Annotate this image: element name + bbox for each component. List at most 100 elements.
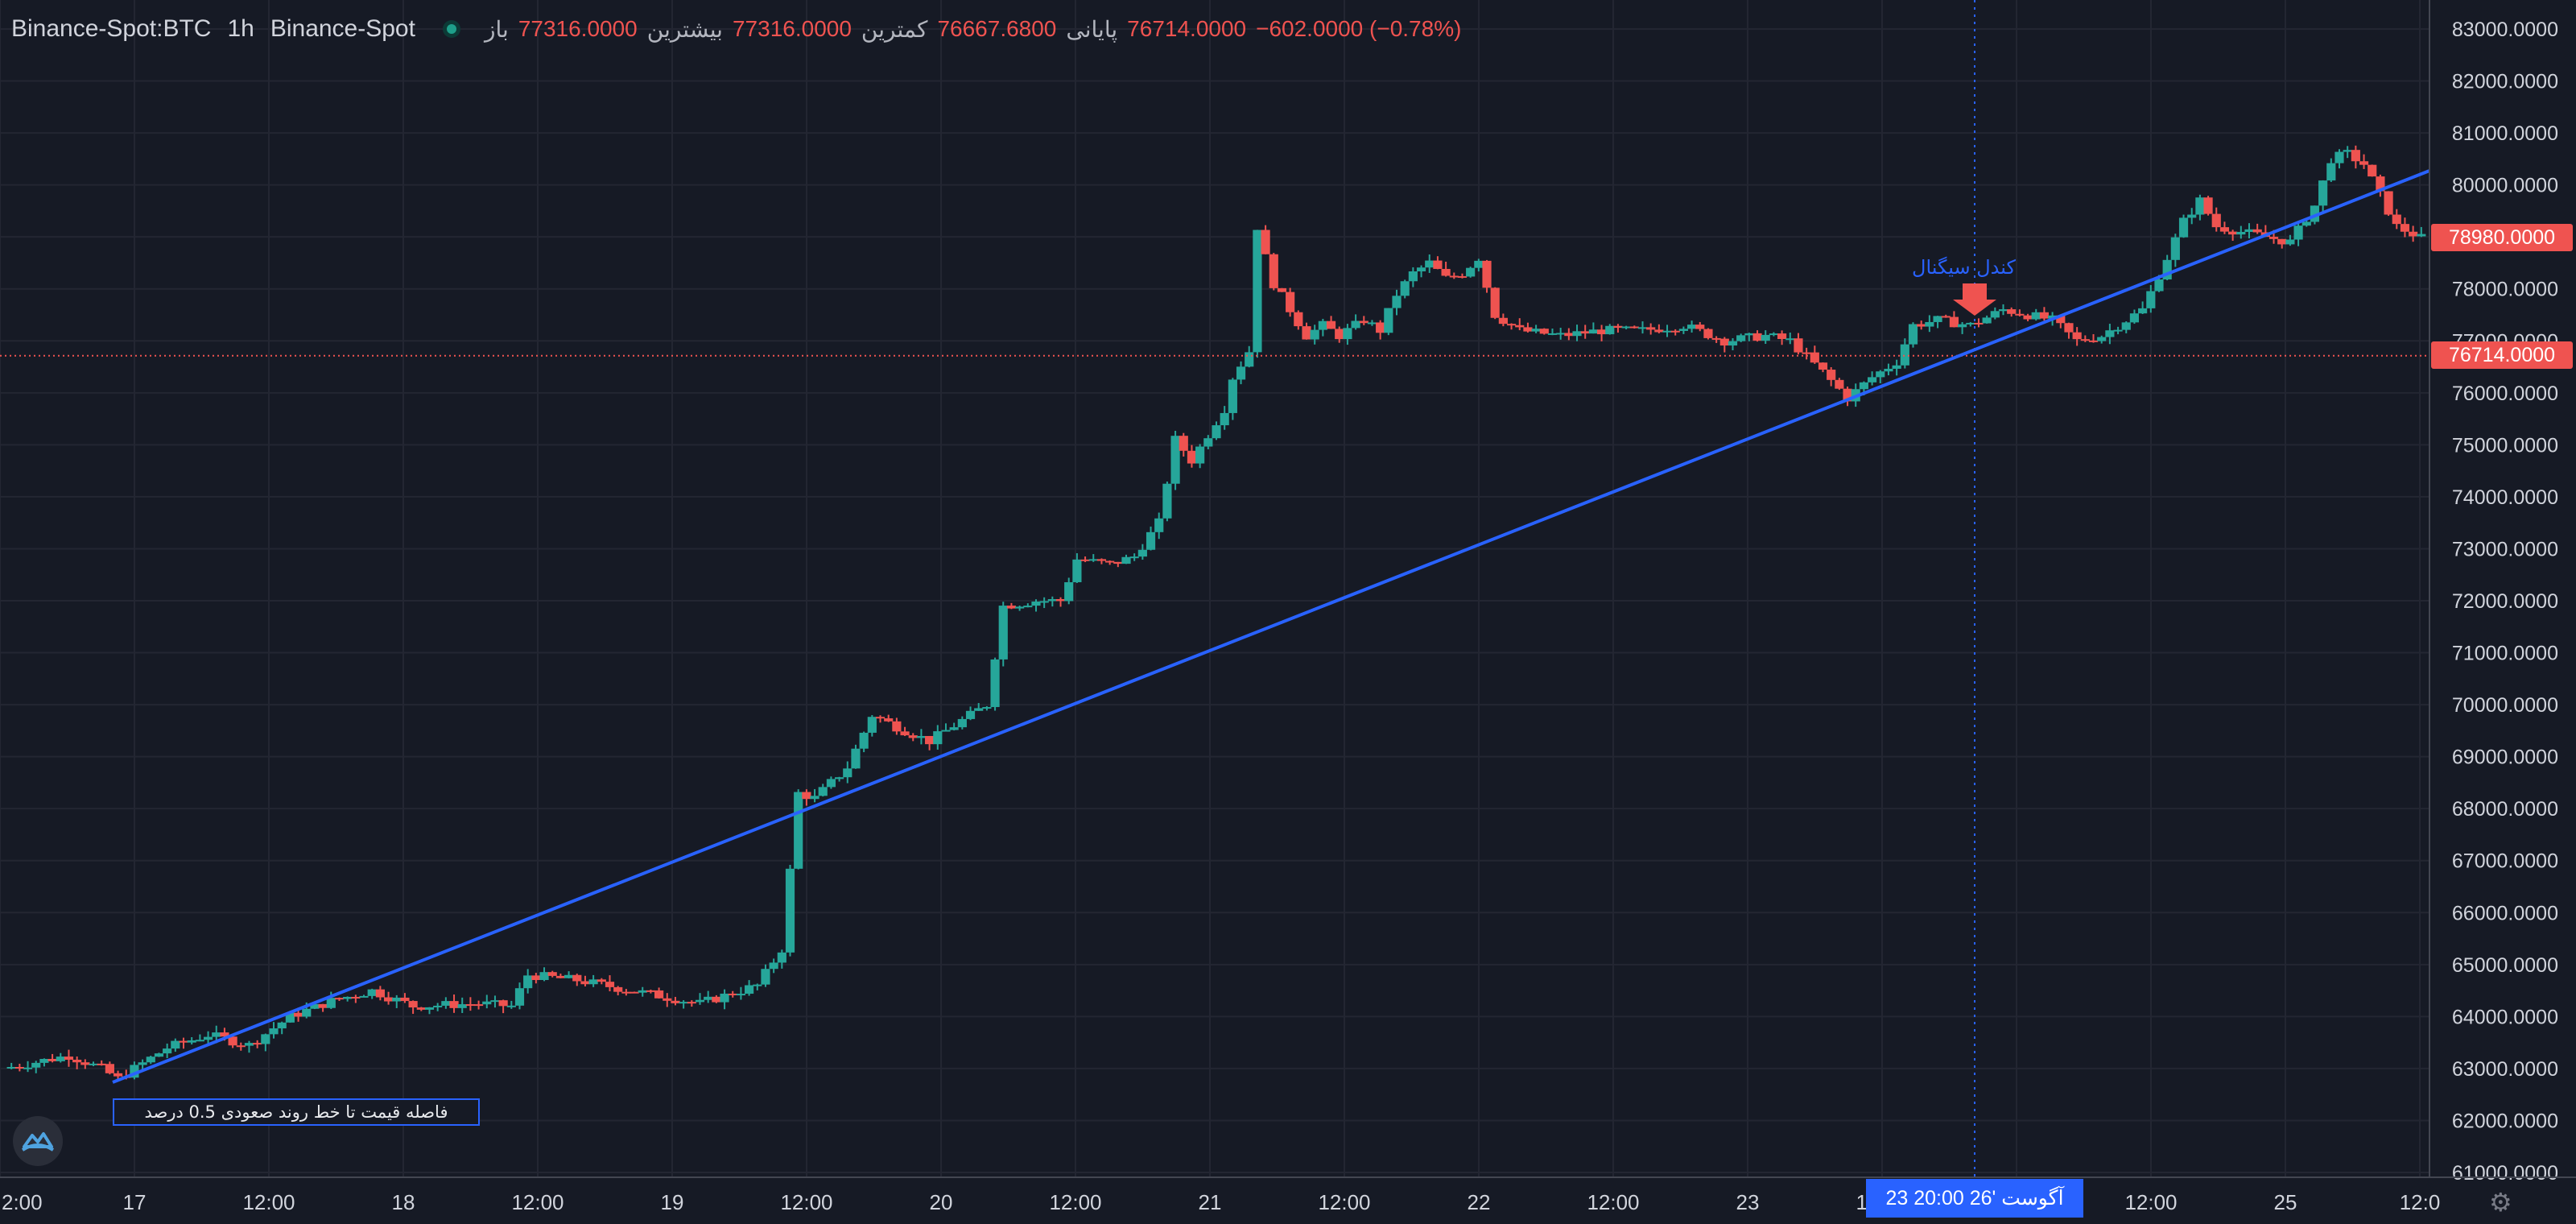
interval-label[interactable]: 1h (227, 15, 254, 42)
signal-candle-label[interactable]: کندل سیگنال (1912, 256, 2016, 279)
candle-body (326, 998, 336, 1008)
candle-body (638, 990, 647, 993)
candle-body (1867, 377, 1877, 382)
candle-body (1794, 338, 1803, 353)
candle-body (965, 710, 976, 719)
candle-body (310, 1003, 320, 1009)
cloud-logo-icon[interactable] (13, 1116, 63, 1166)
gear-icon[interactable]: ⚙ (2489, 1187, 2512, 1218)
change-value: −602.0000 (−0.78%) (1256, 16, 1462, 41)
price-tick-label: 76000.0000 (2452, 382, 2558, 405)
candle-body (433, 1005, 443, 1007)
candle-body (1580, 331, 1590, 334)
time-tick-label: 12:00 (1587, 1190, 1639, 1214)
candle-body (663, 998, 672, 1001)
candle-body (416, 1007, 426, 1010)
candle-body (597, 979, 606, 982)
candle-body (1588, 329, 1598, 334)
candle-body (1031, 602, 1041, 606)
candle-body (1261, 229, 1270, 254)
candle-body (1728, 341, 1738, 346)
current-price-tag: 78980.0000 (2431, 224, 2573, 251)
candle-body (2285, 239, 2295, 245)
candle-body (2072, 332, 2082, 340)
candle-body (1933, 316, 1942, 322)
price-tick-label: 80000.0000 (2452, 175, 2558, 197)
candle-body (1900, 344, 1909, 366)
candle-body (1367, 322, 1377, 325)
candle-body (2368, 164, 2377, 177)
candle-body (998, 606, 1008, 660)
high-value: 77316.0000 (732, 16, 852, 41)
candle-body (56, 1057, 65, 1061)
candle-body (441, 1001, 451, 1006)
candle-body (1294, 312, 1303, 327)
candle-body (679, 1002, 688, 1004)
candle-body (2039, 312, 2050, 319)
candle-body (1376, 322, 1385, 333)
candle-body (1236, 366, 1246, 380)
candle-body (1982, 317, 1992, 324)
candle-body (1761, 334, 1770, 341)
candle-body (1941, 316, 1951, 318)
candle-body (1179, 436, 1188, 451)
candle-body (2334, 151, 2344, 163)
candle-body (1449, 275, 1459, 278)
candle-body (982, 707, 992, 709)
candle-body (1121, 556, 1131, 564)
price-tick-label: 73000.0000 (2452, 538, 2558, 560)
candle-body (203, 1036, 213, 1040)
candle-body (1974, 322, 1984, 325)
candle-body (1876, 371, 1885, 378)
candle-body (2088, 340, 2099, 342)
candle-body (514, 988, 525, 1006)
candle-body (777, 952, 786, 963)
candle-body (1523, 327, 1533, 332)
price-tick-label: 74000.0000 (2452, 486, 2558, 509)
high-label: بیشترین (646, 16, 723, 42)
candle-body (1253, 229, 1262, 353)
candle-body (80, 1062, 90, 1065)
candle-body (1055, 599, 1066, 602)
candle-body (712, 996, 721, 1003)
candle-body (31, 1062, 41, 1068)
candle-body (2301, 221, 2311, 226)
candle-body (1769, 333, 1779, 336)
trend-line[interactable] (112, 169, 2430, 1084)
trendline-note[interactable]: فاصله قیمت تا خط روند صعودی 0.5 درصد (113, 1098, 480, 1126)
candle-body (253, 1043, 262, 1045)
signal-arrow-icon[interactable] (1953, 283, 1996, 316)
price-tick-label: 83000.0000 (2452, 19, 2558, 41)
time-tick-label: 12:00 (1318, 1190, 1370, 1214)
candle-body (1113, 561, 1123, 564)
candle-body (146, 1057, 155, 1063)
price-tick-label: 81000.0000 (2452, 122, 2558, 145)
candle-body (761, 969, 770, 985)
candle-body (2392, 214, 2401, 225)
symbol-name[interactable]: Binance-Spot:BTC (11, 15, 212, 42)
time-tick-label: 17 (123, 1190, 147, 1214)
time-tick-label: 12:0 (2400, 1190, 2441, 1214)
price-tick-label: 62000.0000 (2452, 1110, 2558, 1132)
candle-body (1498, 317, 1508, 325)
candle-body (465, 1004, 475, 1007)
candle-body (1105, 560, 1115, 563)
time-tick-label: 25 (2274, 1190, 2297, 1214)
candle-body (2064, 323, 2074, 333)
candle-body (1908, 324, 1918, 345)
exchange-label[interactable]: Binance-Spot (270, 15, 415, 42)
candle-body (1203, 438, 1213, 447)
candle-body (1531, 329, 1541, 332)
candle-body (1662, 330, 1672, 333)
time-tick-label: 19 (661, 1190, 684, 1214)
time-tick-label: 12:00 (780, 1190, 832, 1214)
candle-body (2113, 329, 2123, 332)
candle-body (1564, 333, 1574, 337)
candle-body (2384, 191, 2393, 215)
close-value: 76714.0000 (1127, 16, 1247, 41)
candle-body (1637, 327, 1648, 329)
time-tick-label: 23 (1736, 1190, 1760, 1214)
candle-body (2293, 225, 2303, 240)
candle-body (277, 1022, 287, 1029)
